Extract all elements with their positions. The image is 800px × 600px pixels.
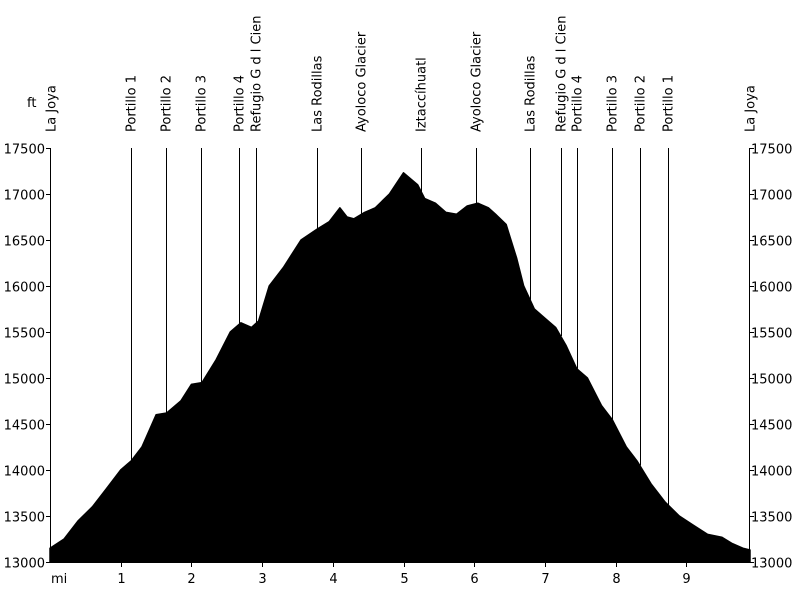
y-tick-label-right: 14500 <box>751 419 792 434</box>
x-tick-label: 2 <box>187 572 195 587</box>
y-tick-label-right: 17000 <box>751 189 792 204</box>
x-tick-label: 3 <box>258 572 266 587</box>
y-tick-label-left: 13000 <box>4 557 45 572</box>
y-tick-label-left: 14000 <box>4 465 45 480</box>
y-tick-label-left: 15500 <box>4 327 45 342</box>
axes: 13000 13000 13500 13500 14000 14000 14500 14500… <box>4 143 793 588</box>
x-tick-label: 1 <box>117 572 125 587</box>
x-tick-label: 8 <box>612 572 620 587</box>
y-tick-label-left: 13500 <box>4 511 45 526</box>
waypoint-label: Portillo 3 <box>195 75 210 132</box>
waypoint-label: La Joya <box>45 85 60 132</box>
x-unit-label: mi <box>51 572 67 587</box>
y-tick-label-right: 13500 <box>751 511 792 526</box>
waypoint-label: Portillo 1 <box>125 75 140 132</box>
y-tick-label-right: 15000 <box>751 373 792 388</box>
x-tick-label: 5 <box>400 572 408 587</box>
waypoint-label: Las Rodillas <box>524 55 539 132</box>
waypoint-label: La Joya <box>744 85 759 132</box>
y-tick-label-right: 16500 <box>751 235 792 250</box>
waypoint-label: Refugio G d l Cien <box>250 16 265 132</box>
y-tick-label-left: 16500 <box>4 235 45 250</box>
waypoint-markers: La Joya Portillo 1 Portillo 2 Portillo 3 Por… <box>45 16 759 505</box>
waypoint-label: Portillo 2 <box>634 75 649 132</box>
waypoint-label: Portillo 4 <box>233 75 248 132</box>
waypoint-label: Portillo 3 <box>606 75 621 132</box>
y-tick-label-right: 14000 <box>751 465 792 480</box>
x-tick-label: 6 <box>470 572 478 587</box>
y-tick-label-right: 15500 <box>751 327 792 342</box>
waypoint-label: Las Rodillas <box>311 55 326 132</box>
y-tick-label-left: 17500 <box>4 143 45 158</box>
waypoint-label: Ayoloco Glacier <box>355 31 370 132</box>
y-tick-label-left: 17000 <box>4 189 45 204</box>
y-tick-label-left: 16000 <box>4 281 45 296</box>
y-tick-label-right: 17500 <box>751 143 792 158</box>
x-tick-label: 9 <box>682 572 690 587</box>
waypoint-label: Portillo 4 <box>571 75 586 132</box>
waypoint-label: Ayoloco Glacier <box>470 31 485 132</box>
y-tick-label-left: 14500 <box>4 419 45 434</box>
waypoint-label: Portillo 2 <box>160 75 175 132</box>
elevation-area <box>49 172 751 563</box>
y-tick-label-left: 15000 <box>4 373 45 388</box>
x-tick-label: 7 <box>541 572 549 587</box>
waypoint-label: Refugio G d l Cien <box>555 16 570 132</box>
x-tick-label: 4 <box>329 572 337 587</box>
waypoint-label: Iztaccíhuatl <box>415 57 430 132</box>
y-tick-label-right: 13000 <box>751 557 792 572</box>
waypoint-label: Portillo 1 <box>662 75 677 132</box>
elevation-area-path <box>49 172 751 563</box>
y-tick-label-right: 16000 <box>751 281 792 296</box>
y-unit-label: ft <box>27 96 36 111</box>
